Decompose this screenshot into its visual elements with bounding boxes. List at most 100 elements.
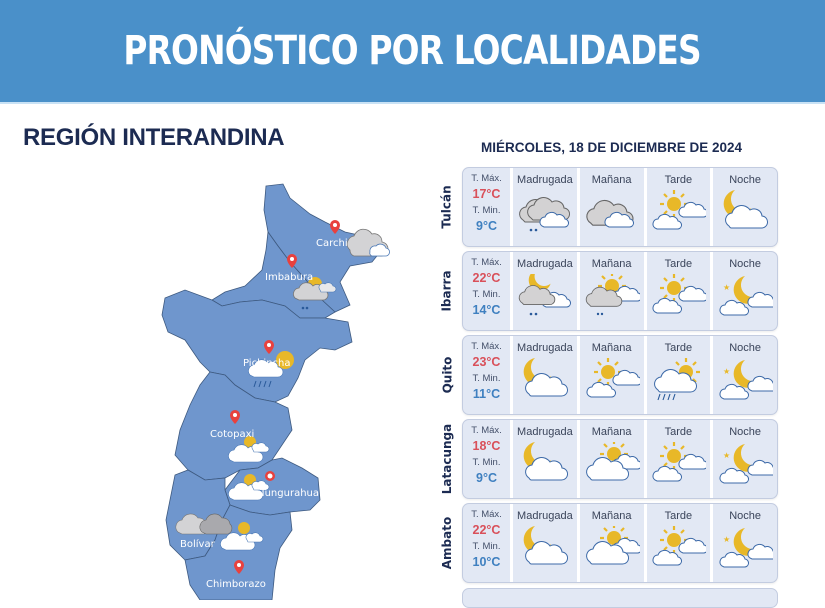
period-label: Madrugada [517, 510, 573, 522]
min-temp-value: 10°C [472, 555, 501, 569]
night-clear-clouds-icon: ★ [719, 528, 774, 568]
svg-text:Tungurahua: Tungurahua [259, 488, 319, 499]
period-label: Tarde [664, 510, 693, 522]
partly-sunny-icon [586, 358, 640, 398]
period-cell: Tarde [647, 504, 714, 582]
night-partly-cloudy-icon [523, 442, 568, 481]
period-label: Madrugada [517, 174, 573, 186]
partly-sunny-icon [652, 274, 707, 314]
period-label: Noche [729, 174, 762, 186]
period-cell: Madrugada [513, 336, 580, 414]
period-cell: Noche [713, 168, 777, 246]
period-cell: Tarde [647, 336, 714, 414]
sunny-cloudy-drizzle-icon [585, 274, 640, 316]
page-title: PRONÓSTICO POR LOCALIDADES [123, 28, 702, 74]
night-partly-cloudy-icon [523, 358, 568, 397]
period-label: Madrugada [517, 426, 573, 438]
province-chimborazo [184, 504, 293, 600]
period-cell: Noche ★ [713, 336, 777, 414]
night-partly-cloudy-icon [523, 526, 568, 565]
period-label: Noche [729, 258, 762, 270]
svg-text:★: ★ [723, 283, 730, 292]
max-temp-label: T. Máx. [471, 509, 502, 520]
period-cell: Madrugada [513, 168, 580, 246]
partly-sunny-icon [652, 526, 707, 566]
forecast-card: T. Máx. 18°C T. Min. 9°C Madrugada Mañan… [462, 419, 778, 499]
period-label: Mañana [591, 342, 632, 354]
period-cell: Madrugada [513, 252, 580, 330]
night-clear-clouds-icon: ★ [719, 276, 774, 316]
svg-text:★: ★ [723, 535, 730, 544]
period-cell: Tarde [647, 420, 714, 498]
period-label: Mañana [591, 426, 632, 438]
period-label: Tarde [664, 258, 693, 270]
svg-text:★: ★ [723, 451, 730, 460]
max-temp-label: T. Máx. [471, 341, 502, 352]
forecast-row: Latacunga T. Máx. 18°C T. Min. 9°C Madru… [436, 419, 781, 499]
min-temp-label: T. Min. [472, 289, 501, 300]
period-cell: Noche ★ [713, 252, 777, 330]
forecast-row: Quito T. Máx. 23°C T. Min. 11°C Madrugad… [436, 335, 781, 415]
temperature-block: T. Máx. 22°C T. Min. 10°C [463, 504, 513, 582]
forecast-card-partial [462, 588, 778, 608]
svg-text:Bolívar: Bolívar [180, 538, 216, 550]
min-temp-label: T. Min. [472, 457, 501, 468]
forecast-list: Tulcán T. Máx. 17°C T. Min. 9°C Madrugad… [436, 167, 781, 587]
night-cloudy-drizzle-icon [518, 274, 571, 316]
period-cell: Mañana [580, 420, 647, 498]
svg-text:Cotopaxi: Cotopaxi [210, 429, 254, 440]
min-temp-label: T. Min. [472, 205, 501, 216]
max-temp-label: T. Máx. [471, 257, 502, 268]
period-cell: Noche ★ [713, 420, 777, 498]
temperature-block: T. Máx. 23°C T. Min. 11°C [463, 336, 513, 414]
cloudy-drizzle-icon [518, 197, 570, 232]
period-cell: Madrugada [513, 504, 580, 582]
map-weather-icons [175, 228, 390, 551]
period-label: Tarde [664, 342, 693, 354]
forecast-card: T. Máx. 17°C T. Min. 9°C Madrugada Mañan… [462, 167, 778, 247]
svg-text:Pichincha: Pichincha [243, 358, 291, 369]
period-label: Madrugada [517, 342, 573, 354]
night-partly-cloudy-icon [723, 190, 769, 229]
period-cell: Noche ★ [713, 504, 777, 582]
max-temp-label: T. Máx. [471, 173, 502, 184]
city-name-label: Ambato [440, 516, 454, 570]
period-cell: Madrugada [513, 420, 580, 498]
svg-text:Imbabura: Imbabura [265, 272, 313, 283]
min-temp-value: 11°C [472, 387, 501, 401]
sun-rain-icon [654, 358, 702, 401]
city-name-label: Ibarra [440, 270, 454, 312]
period-label: Noche [729, 510, 762, 522]
city-name-label: Quito [440, 356, 454, 394]
svg-text:Carchi: Carchi [316, 238, 348, 249]
min-temp-label: T. Min. [472, 373, 501, 384]
city-name-label: Tulcán [440, 185, 454, 229]
sun-behind-clouds-icon [585, 442, 640, 481]
min-temp-label: T. Min. [472, 541, 501, 552]
period-cell: Mañana [580, 336, 647, 414]
period-label: Mañana [591, 258, 632, 270]
city-name-label: Latacunga [440, 423, 454, 495]
period-label: Tarde [664, 174, 693, 186]
night-clear-clouds-icon: ★ [719, 444, 774, 484]
min-temp-value: 9°C [476, 219, 497, 233]
region-map: Carchi Imbabura Pichincha Cotopaxi Tungu… [161, 183, 390, 600]
forecast-card: T. Máx. 22°C T. Min. 10°C Madrugada Maña… [462, 503, 778, 583]
max-temp-value: 22°C [472, 523, 501, 537]
min-temp-value: 9°C [476, 471, 497, 485]
period-cell: Mañana [580, 252, 647, 330]
period-label: Noche [729, 342, 762, 354]
sun-behind-clouds-icon [585, 526, 640, 565]
period-label: Noche [729, 426, 762, 438]
max-temp-value: 23°C [472, 355, 501, 369]
header-banner: PRONÓSTICO POR LOCALIDADES [0, 0, 825, 104]
svg-text:★: ★ [723, 367, 730, 376]
svg-text:Chimborazo: Chimborazo [206, 579, 266, 590]
partly-sunny-icon [652, 442, 707, 482]
period-label: Mañana [591, 174, 632, 186]
location-pins [230, 220, 340, 574]
max-temp-value: 18°C [472, 439, 501, 453]
max-temp-value: 17°C [472, 187, 501, 201]
period-cell: Tarde [647, 252, 714, 330]
region-title: REGIÓN INTERANDINA [23, 124, 285, 151]
